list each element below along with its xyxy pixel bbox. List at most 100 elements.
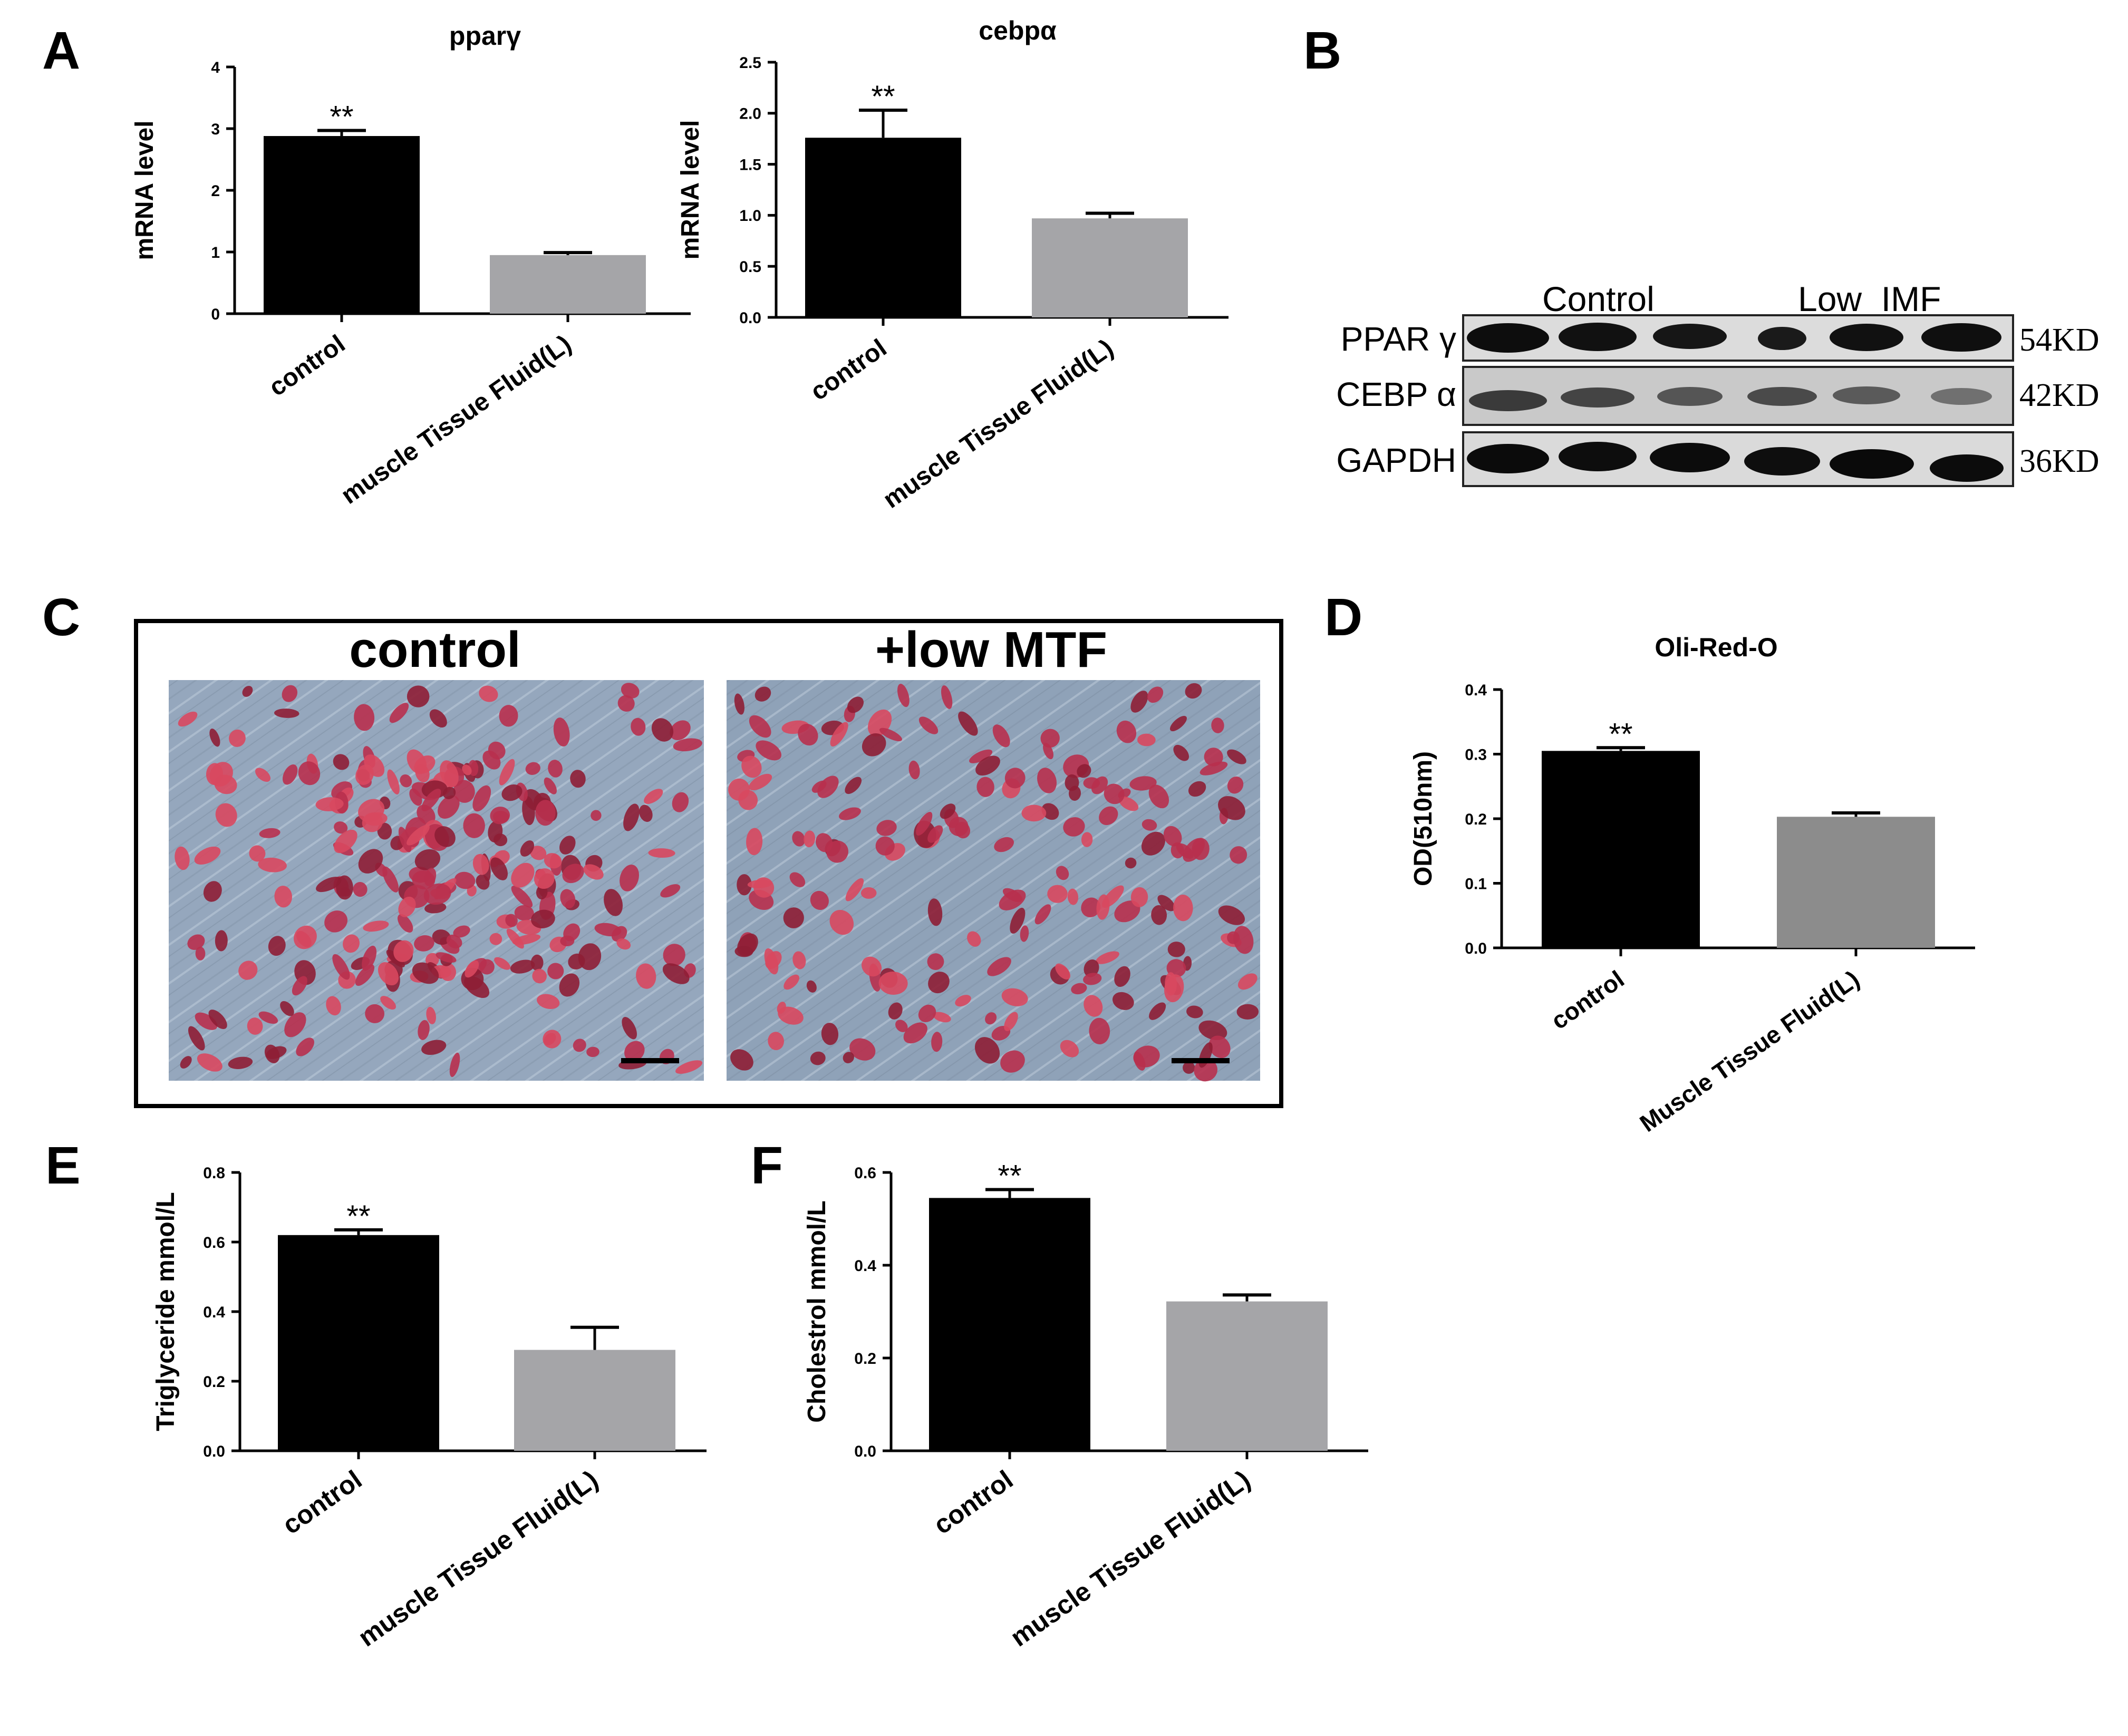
x-tick-label: muscle Tissue Fluid(L)	[353, 1465, 603, 1652]
stained-cell	[436, 952, 457, 963]
stained-cell	[999, 889, 1026, 910]
stained-cell	[387, 769, 400, 795]
stained-cell	[412, 870, 436, 889]
stained-cell	[985, 1012, 997, 1025]
stained-cell	[829, 909, 854, 935]
stained-cell	[1116, 720, 1137, 743]
stained-cell	[876, 820, 897, 836]
stained-cell	[1147, 686, 1164, 703]
stained-cell	[238, 961, 258, 980]
stained-cell	[1169, 715, 1187, 732]
chart-cebpa: cebpα mRNA level 0.0 0.5 1.0 1.5 2.0 2.5 ** contr…	[676, 16, 1229, 514]
stained-cell	[1089, 1017, 1110, 1044]
stained-cell	[573, 1039, 586, 1052]
stained-cell	[472, 854, 489, 875]
stained-cell	[933, 1012, 951, 1023]
stained-cell	[648, 848, 675, 858]
stained-cell	[494, 957, 511, 970]
stained-cell	[407, 825, 430, 846]
y-tick-label: 3	[211, 121, 220, 138]
stained-cell	[511, 862, 535, 888]
stained-cell	[398, 827, 412, 852]
y-tick-label: 0.6	[854, 1165, 876, 1182]
bar	[929, 1198, 1090, 1451]
stained-cell	[294, 925, 317, 949]
y-tick-label: 1.0	[739, 207, 761, 225]
stained-cell	[879, 728, 902, 742]
stained-cell	[675, 1060, 703, 1074]
stained-cell	[624, 1041, 645, 1062]
y-tick-label: 0.1	[1465, 875, 1487, 893]
stained-cell	[1034, 904, 1051, 925]
stained-cell	[586, 1046, 599, 1058]
stained-cell	[789, 872, 806, 887]
stained-cell	[927, 898, 943, 926]
y-tick-label: 0.4	[854, 1257, 876, 1275]
stained-cell	[559, 836, 576, 855]
blot-group-control: Control	[1542, 279, 1655, 318]
stained-cell	[1204, 748, 1223, 767]
stained-cell	[958, 711, 978, 736]
stained-cell	[1142, 819, 1157, 831]
stained-cell	[449, 1052, 460, 1077]
stained-cell	[616, 938, 631, 950]
panel-label-a: A	[42, 21, 80, 80]
stained-cell	[532, 968, 547, 984]
stained-cell	[334, 829, 357, 854]
stained-cell	[927, 953, 944, 971]
stained-cell	[1151, 905, 1167, 925]
stained-cell	[195, 946, 206, 961]
stained-cell	[1084, 995, 1103, 1017]
stained-cell	[639, 804, 653, 822]
stained-cell	[548, 760, 563, 778]
stained-cell	[479, 959, 495, 975]
stained-cell	[326, 996, 341, 1016]
stained-cell	[296, 1037, 314, 1056]
stained-cell	[749, 773, 772, 791]
stained-cell	[741, 755, 762, 778]
stained-cell	[432, 929, 451, 945]
stained-cell	[928, 972, 950, 994]
stained-cell	[407, 685, 430, 707]
stained-cell	[631, 717, 646, 736]
y-tick-label: 0.2	[203, 1373, 225, 1391]
stained-cell	[1236, 1004, 1259, 1020]
stained-cell	[378, 962, 399, 986]
stained-cell	[560, 935, 575, 946]
stained-cell	[446, 934, 462, 949]
y-tick-label: 0.0	[739, 309, 761, 327]
stained-cell	[897, 684, 910, 707]
stained-cell	[1157, 895, 1175, 911]
stained-cell	[1173, 895, 1193, 922]
y-tick-label: 4	[211, 59, 220, 76]
stained-cell	[354, 704, 375, 731]
stained-cell	[1173, 744, 1189, 761]
chart-title: cebpα	[979, 16, 1057, 45]
stained-cell	[847, 696, 864, 713]
stained-cell	[737, 933, 758, 956]
stained-cell	[1021, 804, 1047, 822]
stained-cell	[1114, 966, 1130, 987]
stained-cell	[488, 821, 503, 842]
stained-cell	[465, 960, 479, 978]
stained-cell	[810, 1051, 826, 1065]
stained-cell	[440, 760, 459, 788]
micrograph-low-mtf	[727, 680, 1260, 1082]
stained-cell	[175, 846, 190, 870]
stained-cell	[992, 724, 1010, 748]
y-tick-label: 2	[211, 182, 220, 200]
blot-size-54kd: 54KD	[2019, 322, 2100, 358]
stained-cell	[258, 1011, 278, 1024]
y-axis-label: mRNA level	[131, 121, 159, 260]
stained-cell	[749, 715, 771, 738]
stained-cell	[409, 788, 422, 806]
stained-cell	[434, 826, 456, 847]
y-tick-label: 0.4	[1465, 682, 1487, 699]
stained-cell	[490, 857, 508, 880]
y-tick-label: 0.0	[854, 1443, 876, 1460]
stained-cell	[927, 825, 943, 843]
stained-cell	[1163, 826, 1182, 847]
micrograph-label-low-mtf: +low MTF	[875, 622, 1107, 678]
stained-cell	[479, 685, 498, 702]
